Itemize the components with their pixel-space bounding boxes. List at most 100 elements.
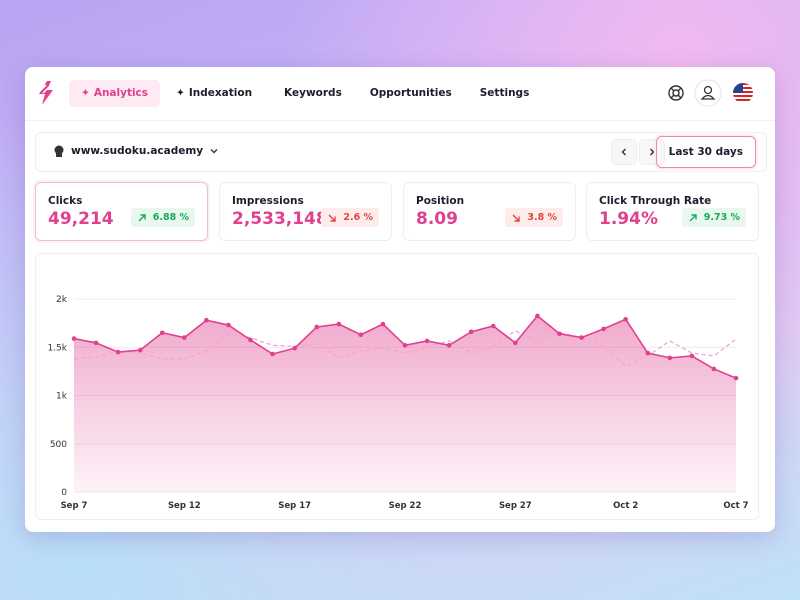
chart-card: 0 500 1k 1.5k 2k Sep 7 Sep 12 Sep 17 Sep 22 Sep 2…	[35, 253, 759, 520]
metric-card[interactable]: Position 8.09 3.8 %	[403, 182, 576, 241]
nav-item[interactable]: Opportunities	[358, 80, 464, 107]
change-text: 3.8 %	[527, 212, 557, 223]
point	[667, 355, 673, 361]
trend-arrow	[138, 213, 146, 221]
point	[93, 340, 99, 346]
site-selector[interactable]: www.sudoku.academy	[53, 145, 219, 157]
metric-change: 9.73 %	[681, 208, 746, 227]
x-tick-label: Sep 27	[499, 501, 532, 511]
chart: 0 500 1k 1.5k 2k Sep 7 Sep 12 Sep 17 Sep 22 Sep 2…	[47, 295, 748, 511]
point	[579, 335, 584, 340]
logo[interactable]	[37, 81, 55, 105]
point	[711, 366, 717, 372]
metric-change: 2.6 %	[321, 208, 379, 227]
point	[137, 347, 143, 353]
point	[336, 321, 342, 327]
trend-arrow	[689, 213, 697, 221]
next-button[interactable]	[639, 139, 665, 165]
nav: ✦ Analytics ✦ Indexation Keywords Opportun…	[69, 80, 541, 107]
point	[601, 326, 606, 332]
point	[292, 345, 297, 351]
y-tick-label: 500	[50, 440, 67, 450]
x-tick-label: Sep 22	[389, 501, 422, 511]
change-text: 9.73 %	[703, 212, 740, 223]
point	[380, 321, 386, 327]
point	[645, 350, 651, 356]
metric-value: 2,533,148	[232, 209, 328, 229]
x-tick-label: Oct 2	[613, 501, 638, 511]
metric-label: Position	[416, 195, 465, 207]
point	[71, 336, 77, 341]
point	[159, 330, 165, 336]
point	[314, 324, 320, 330]
nav-item[interactable]: ✦ Indexation	[164, 80, 264, 107]
point	[557, 331, 562, 337]
nav-item[interactable]: Keywords	[272, 80, 354, 107]
point	[513, 340, 518, 346]
point	[490, 323, 496, 329]
chevron-left	[621, 148, 626, 156]
nav-label: Opportunities	[369, 87, 452, 99]
area	[74, 315, 736, 492]
point	[226, 322, 231, 328]
y-tick-label: 2k	[56, 295, 68, 305]
change-text: 2.6 %	[343, 212, 373, 223]
nav-label: Analytics	[93, 87, 149, 99]
metric-card[interactable]: Impressions 2,533,148 2.6 %	[219, 182, 392, 241]
x-tick-label: Sep 17	[278, 501, 311, 511]
sparkle-icon: ✦	[81, 87, 90, 99]
app-window: ✦ Analytics ✦ Indexation Keywords Opportun…	[25, 67, 775, 532]
y-tick-label: 1.5k	[47, 343, 67, 353]
y-tick-label: 1k	[56, 392, 68, 402]
metric-card[interactable]: Clicks 49,214 6.88 %	[35, 182, 208, 241]
point	[358, 332, 364, 338]
help-icon[interactable]	[666, 83, 686, 103]
point	[623, 316, 628, 322]
point	[689, 353, 695, 359]
metric-change: 6.88 %	[130, 208, 195, 227]
divider	[25, 120, 775, 121]
point	[468, 329, 474, 335]
x-tick-label: Sep 7	[61, 501, 88, 511]
x-tick-label: Oct 7	[723, 501, 748, 511]
point	[535, 313, 540, 319]
nav-item[interactable]: Settings	[468, 80, 542, 107]
nav-label: Settings	[479, 87, 530, 99]
user-button[interactable]	[694, 79, 722, 107]
metric-change: 3.8 %	[505, 208, 563, 227]
metric-value: 49,214	[48, 209, 114, 229]
metric-value: 1.94%	[599, 209, 658, 229]
date-range[interactable]: Last 30 days	[655, 136, 756, 168]
x-tick-label: Sep 12	[168, 501, 201, 511]
nav-label: Indexation	[188, 87, 253, 99]
metric-label: Click Through Rate	[599, 195, 712, 207]
metric-card[interactable]: Click Through Rate 1.94% 9.73 %	[586, 182, 759, 241]
metric-label: Impressions	[232, 195, 304, 207]
point	[446, 343, 452, 348]
chevron	[210, 149, 218, 154]
nav-label: Keywords	[284, 87, 342, 99]
nav-item[interactable]: ✦ Analytics	[69, 80, 161, 107]
metric-value: 8.09	[416, 209, 458, 229]
chevron-right	[650, 148, 655, 156]
sparkle-icon: ✦	[176, 87, 185, 99]
site-icon	[54, 145, 64, 157]
point	[270, 351, 275, 357]
point	[182, 335, 187, 340]
trend-arrow	[512, 214, 521, 222]
site-name: www.sudoku.academy	[71, 145, 204, 157]
language-flag[interactable]	[733, 83, 753, 103]
point	[733, 375, 739, 381]
point	[115, 349, 121, 355]
metric-label: Clicks	[48, 195, 83, 207]
point	[248, 337, 253, 343]
change-text: 6.88 %	[152, 212, 189, 223]
point	[204, 317, 209, 323]
y-tick-label: 0	[61, 488, 67, 498]
prev-button[interactable]	[611, 139, 637, 165]
trend-arrow	[328, 214, 337, 222]
toolbar: www.sudoku.academy Last 30 days	[35, 132, 767, 172]
point	[424, 338, 430, 344]
point	[402, 343, 408, 348]
